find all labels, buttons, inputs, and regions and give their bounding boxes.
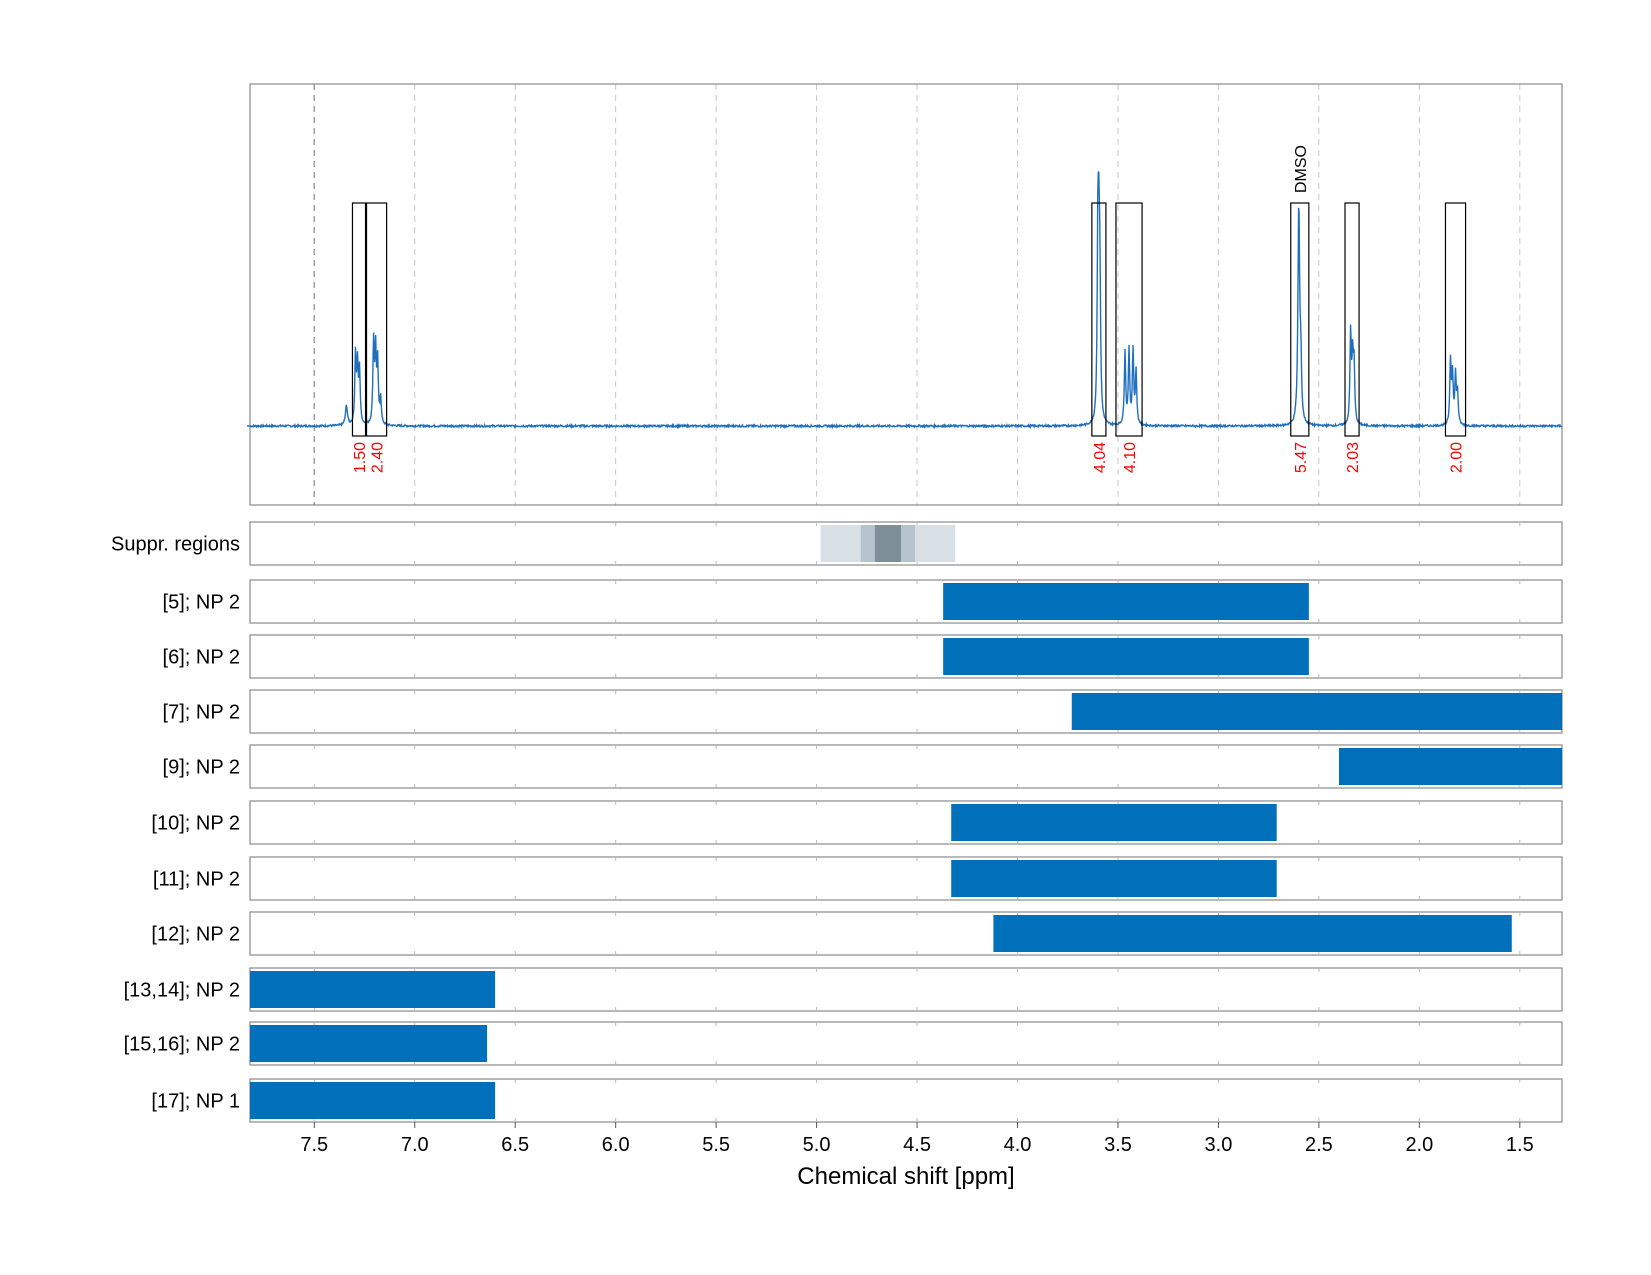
spectrum-frame xyxy=(249,83,1563,506)
x-tick-label: 5.0 xyxy=(803,1134,831,1156)
range-bar xyxy=(250,1025,488,1062)
range-bar xyxy=(943,583,1309,620)
solvent-annotation: DMSO xyxy=(1293,145,1310,193)
bar-panel xyxy=(249,579,1563,624)
x-tick-label: 2.0 xyxy=(1405,1134,1433,1156)
integral-label: 2.00 xyxy=(1449,442,1466,473)
integral-label: 1.50 xyxy=(352,442,369,473)
integral-box xyxy=(1344,202,1360,437)
x-tick-label: 1.5 xyxy=(1506,1134,1534,1156)
range-bar xyxy=(951,860,1277,897)
bar-panels: Suppr. regions [5]; NP 2 [6]; NP 2 [7]; NP … xyxy=(111,521,1563,1123)
bar-label: [11]; NP 2 xyxy=(153,869,240,891)
range-bar xyxy=(993,915,1512,952)
integral-box xyxy=(351,202,367,437)
integral-label: 2.03 xyxy=(1345,442,1362,473)
suppressed-regions-label: Suppr. regions xyxy=(111,534,240,556)
bar-label: [9]; NP 2 xyxy=(163,757,240,779)
integral-label: 4.04 xyxy=(1092,442,1109,473)
integral-box xyxy=(1290,202,1310,437)
integral-box xyxy=(365,202,388,437)
range-bar xyxy=(943,638,1309,675)
suppressed-region xyxy=(874,525,901,562)
x-tick-label: 3.5 xyxy=(1104,1134,1132,1156)
integral-label: 4.10 xyxy=(1122,442,1139,473)
x-tick-label: 6.0 xyxy=(602,1134,630,1156)
integral-box xyxy=(1444,202,1467,437)
x-tick-label: 5.5 xyxy=(702,1134,730,1156)
integral-box xyxy=(1091,202,1107,437)
x-tick-label: 4.5 xyxy=(903,1134,931,1156)
x-tick-label: 4.0 xyxy=(1004,1134,1032,1156)
bar-label: [7]; NP 2 xyxy=(163,702,240,724)
bar-label: [10]; NP 2 xyxy=(151,813,240,835)
x-axis-title: Chemical shift [ppm] xyxy=(797,1163,1014,1190)
x-axis: 7.5 7.0 6.5 6.0 5.5 5.0 4.5 4.0 3.5 3.0 2.5 2.0 1.5 xyxy=(300,1122,1534,1156)
range-bar xyxy=(250,971,496,1008)
bar-label: [5]; NP 2 xyxy=(163,592,240,614)
integral-label: 2.40 xyxy=(370,442,387,473)
range-bar xyxy=(250,1082,496,1119)
spectrum-grid xyxy=(313,84,1521,505)
bar-label: [15,16]; NP 2 xyxy=(124,1034,240,1056)
x-tick-label: 3.0 xyxy=(1205,1134,1233,1156)
spectrum-panel: 1.50 2.40 4.04 4.10 5.47 DMSO 2.03 2.00 xyxy=(247,83,1563,506)
bar-label: [17]; NP 1 xyxy=(151,1091,240,1113)
range-bar xyxy=(1338,748,1562,785)
bar-panel xyxy=(249,634,1563,679)
integral-box xyxy=(1115,202,1143,437)
x-tick-label: 7.0 xyxy=(401,1134,429,1156)
bar-label: [13,14]; NP 2 xyxy=(124,980,240,1002)
spectrum-line xyxy=(249,171,1563,430)
x-tick-label: 6.5 xyxy=(501,1134,529,1156)
bar-panel xyxy=(249,800,1563,845)
range-bar xyxy=(951,804,1277,841)
x-tick-label: 7.5 xyxy=(300,1134,328,1156)
range-bar xyxy=(1071,693,1562,730)
x-tick-label: 2.5 xyxy=(1305,1134,1333,1156)
bar-label: [6]; NP 2 xyxy=(163,647,240,669)
bar-panel xyxy=(249,856,1563,901)
integral-label: 5.47 xyxy=(1293,442,1310,473)
bar-label: [12]; NP 2 xyxy=(151,924,240,946)
